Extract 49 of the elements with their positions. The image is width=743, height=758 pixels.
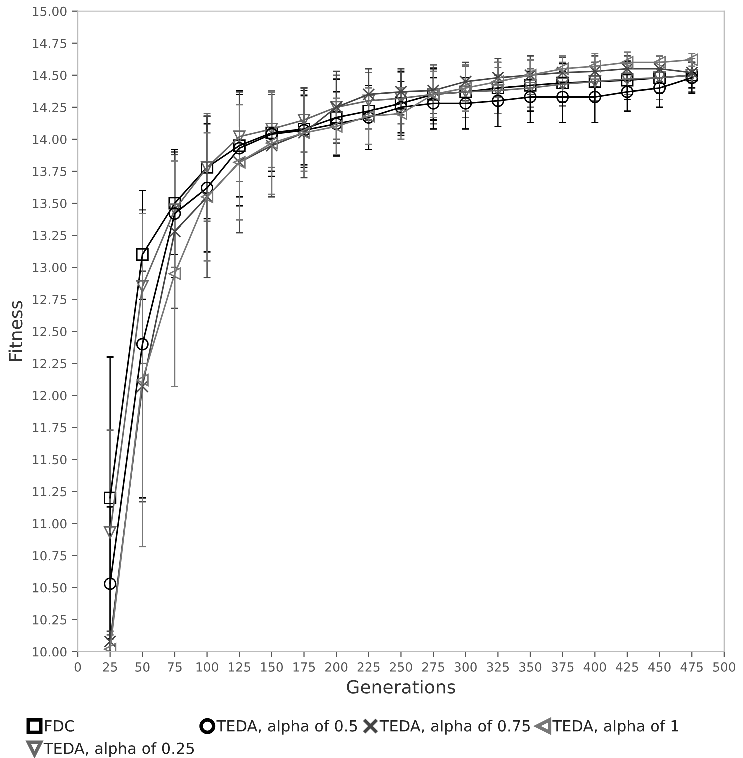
y-tick-label: 15.00 — [33, 6, 67, 16]
y-tick-label: 13.25 — [33, 231, 67, 240]
x-tick-label: 350 — [520, 662, 542, 672]
x-tick-label: 25 — [103, 662, 118, 672]
x-tick-label: 175 — [294, 662, 316, 672]
x-tick-label: 225 — [358, 662, 380, 672]
y-tick-label: 10.50 — [33, 583, 67, 593]
y-tick-label: 10.75 — [33, 551, 67, 561]
x-tick-label: 100 — [196, 662, 218, 672]
y-tick-label: 12.25 — [33, 359, 67, 369]
y-tick-label: 11.00 — [33, 519, 67, 529]
x-axis-title: Generations — [347, 680, 456, 694]
x-tick-label: 200 — [326, 662, 348, 672]
x-tick-label: 375 — [552, 662, 574, 672]
x-tick-label: 425 — [616, 662, 638, 672]
y-tick-label: 12.50 — [33, 327, 67, 337]
x-tick-label: 125 — [229, 662, 250, 672]
y-tick-label: 12.75 — [33, 295, 67, 305]
x-tick-label: 400 — [584, 662, 606, 672]
legend-label: TEDA, alpha of 0.5 — [216, 720, 358, 735]
x-tick-label: 325 — [487, 662, 510, 672]
legend-label: TEDA, alpha of 0.25 — [44, 742, 194, 758]
legend-label: FDC — [45, 720, 74, 732]
y-tick-label: 11.50 — [33, 455, 67, 465]
y-tick-label: 10.25 — [33, 615, 67, 625]
x-tick-label: 300 — [454, 662, 477, 672]
y-axis-title: Fitness — [8, 301, 23, 362]
x-tick-label: 50 — [136, 662, 150, 672]
y-tick-label: 14.25 — [33, 102, 67, 112]
x-tick-label: 275 — [422, 662, 444, 672]
y-tick-label: 13.75 — [33, 166, 67, 176]
x-tick-label: 450 — [648, 662, 671, 672]
x-tick-label: 75 — [168, 662, 182, 672]
x-tick-label: 250 — [390, 662, 412, 672]
y-tick-label: 11.75 — [33, 423, 67, 433]
y-tick-label: 13.00 — [33, 263, 67, 272]
x-tick-label: 0 — [74, 662, 82, 672]
x-tick-label: 150 — [261, 662, 284, 672]
y-tick-label: 11.25 — [33, 487, 67, 497]
y-tick-label: 10.00 — [33, 647, 67, 657]
y-tick-label: 14.00 — [33, 134, 67, 144]
y-tick-label: 12.00 — [33, 391, 67, 401]
y-tick-label: 14.50 — [33, 70, 67, 80]
x-tick-label: 475 — [680, 662, 703, 672]
y-tick-label: 13.50 — [33, 198, 67, 208]
legend-label: TEDA, alpha of 0.75 — [380, 720, 530, 735]
legend-label: TEDA, alpha of 1 — [552, 720, 678, 735]
y-tick-label: 14.75 — [33, 39, 67, 48]
x-tick-label: 500 — [713, 662, 736, 672]
